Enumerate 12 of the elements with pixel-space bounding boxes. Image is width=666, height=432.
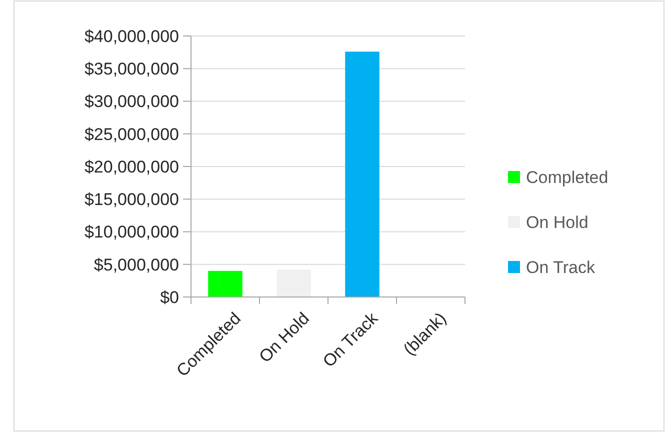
y-tick-label: $10,000,000 xyxy=(84,222,179,242)
legend-label: Completed xyxy=(526,168,608,187)
legend-label: On Hold xyxy=(526,212,588,232)
y-tick-label: $0 xyxy=(160,288,179,307)
y-tick-label: $5,000,000 xyxy=(94,255,179,274)
y-tick-label: $20,000,000 xyxy=(84,157,179,176)
y-tick-label: $30,000,000 xyxy=(84,92,179,112)
legend-label: On Track xyxy=(526,258,596,277)
y-tick-label: $35,000,000 xyxy=(84,60,179,79)
y-tick-label: $40,000,000 xyxy=(84,26,179,46)
y-tick-label: $25,000,000 xyxy=(84,124,179,144)
y-tick-label: $15,000,000 xyxy=(84,190,179,210)
